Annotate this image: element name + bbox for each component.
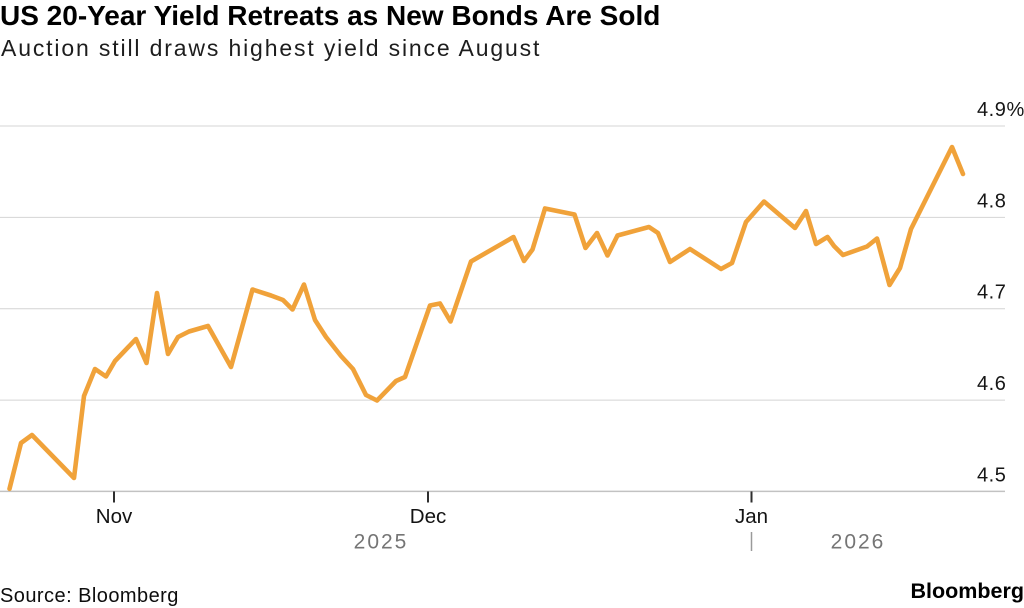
svg-text:Nov: Nov: [96, 505, 133, 528]
svg-text:4.6: 4.6: [977, 373, 1006, 395]
svg-text:2025: 2025: [354, 531, 409, 554]
svg-text:4.8: 4.8: [977, 190, 1006, 212]
svg-text:4.9%: 4.9%: [977, 99, 1024, 121]
svg-text:4.5: 4.5: [977, 464, 1006, 486]
svg-text:Dec: Dec: [410, 505, 446, 528]
svg-text:Jan: Jan: [735, 505, 768, 528]
svg-text:2026: 2026: [831, 531, 886, 554]
svg-text:4.7: 4.7: [977, 282, 1006, 304]
